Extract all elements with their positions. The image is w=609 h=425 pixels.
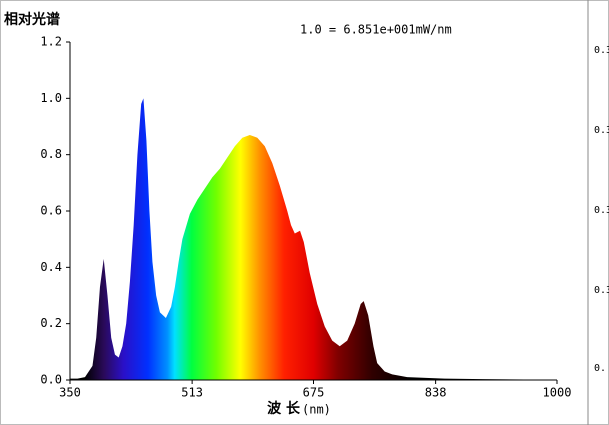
y-tick-label: 0.0 — [40, 373, 62, 387]
x-tick-label: 350 — [59, 386, 81, 400]
x-axis-label: 波 长 — [267, 400, 301, 417]
y-tick-label: 0.2 — [40, 316, 62, 330]
side-tick-label: 0.3 — [594, 45, 609, 56]
x-axis-unit: (nm) — [302, 403, 331, 417]
side-panel: 0.3 0.3 0.3 0.3 0. — [594, 45, 609, 374]
y-tick-label: 0.6 — [40, 204, 62, 218]
side-tick-label: 0.3 — [594, 285, 609, 296]
x-tick-label: 675 — [303, 386, 325, 400]
x-tick-label: 838 — [425, 386, 447, 400]
side-tick-label: 0.3 — [594, 125, 609, 136]
y-tick-label: 1.2 — [40, 35, 62, 49]
spectrum-area — [70, 98, 557, 380]
y-tick-label: 0.8 — [40, 147, 62, 161]
side-tick-label: 0.3 — [594, 205, 609, 216]
side-tick-label: 0. — [594, 363, 606, 374]
x-tick-label: 513 — [181, 386, 203, 400]
y-tick-label: 1.0 — [40, 91, 62, 105]
annotation: 1.0 = 6.851e+001mW/nm — [300, 23, 452, 37]
chart-title: 相对光谱 — [4, 11, 60, 28]
x-tick-label: 1000 — [543, 386, 572, 400]
y-tick-label: 0.4 — [40, 260, 62, 274]
